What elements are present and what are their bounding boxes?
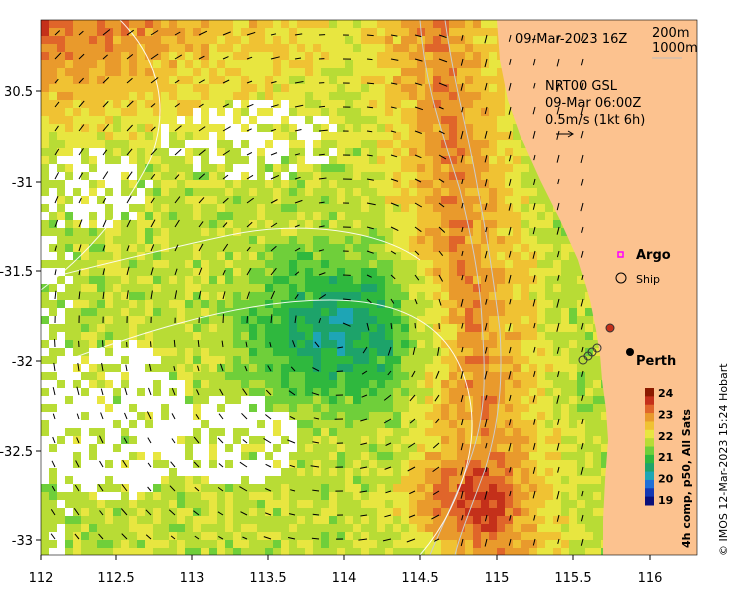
current-scale: 0.5m/s (1kt 6h) — [545, 113, 645, 128]
y-tick-label: -31 — [12, 176, 33, 191]
colorbar-swatch — [645, 463, 654, 473]
colorbar-swatch — [645, 496, 654, 506]
colorbar-swatch — [645, 404, 654, 414]
colorbar-swatch — [645, 421, 654, 431]
argo-marker-icon — [617, 251, 624, 258]
y-axis: 30.5 -31 -31.5 -32 -32.5 -33 — [0, 85, 41, 549]
sst-field — [41, 20, 617, 555]
colorbar: 24 23 22 21 20 19 — [645, 387, 674, 507]
isotherm-lines — [41, 20, 473, 555]
ship-marker-icon — [615, 272, 627, 284]
colorbar-swatch — [645, 471, 654, 481]
x-tick-label: 114.5 — [401, 571, 438, 586]
colorbar-swatch — [645, 454, 654, 464]
ship-track — [578, 323, 615, 365]
x-tick-label: 114 — [332, 571, 357, 586]
colorbar-swatch — [645, 438, 654, 447]
colorbar-tick-label: 24 — [658, 387, 674, 400]
colorbar-tick-label: 23 — [658, 408, 673, 421]
scale-arrow-head-icon — [567, 130, 574, 138]
date-stamp: 09-Mar-2023 16Z — [515, 32, 627, 47]
y-tick-label: 30.5 — [4, 85, 33, 100]
colorbar-swatch — [645, 479, 654, 489]
current-vectors — [50, 29, 584, 547]
y-tick-label: -33 — [12, 534, 33, 549]
plot-frame — [40, 19, 698, 556]
colorbar-swatch — [645, 446, 654, 456]
colorbar-title: 4h comp, p50, All Sats — [680, 409, 693, 548]
y-tick-label: -31.5 — [0, 265, 33, 280]
colorbar-tick-label: 19 — [658, 494, 673, 507]
perth-marker-icon — [626, 348, 634, 356]
contour-label-1000m: 1000m — [652, 41, 698, 56]
x-axis: 112 112.5 113 113.5 114 114.5 115 115.5 116 — [29, 555, 663, 586]
colorbar-tick-label: 21 — [658, 451, 673, 464]
x-tick-label: 116 — [638, 571, 663, 586]
x-tick-label: 115.5 — [554, 571, 591, 586]
depth-contours — [419, 20, 502, 555]
contour-label-200m: 200m — [652, 26, 689, 41]
ship-label: Ship — [636, 273, 660, 286]
current-time: 09-Mar 06:00Z — [545, 96, 641, 111]
colorbar-swatch — [645, 413, 654, 422]
colorbar-tick-label: 22 — [658, 430, 673, 443]
colorbar-swatch — [645, 429, 654, 439]
colorbar-swatch — [645, 396, 654, 406]
x-tick-label: 113.5 — [249, 571, 286, 586]
colorbar-tick-label: 20 — [658, 473, 674, 486]
x-tick-label: 112 — [29, 571, 54, 586]
city-label-perth: Perth — [636, 354, 676, 369]
x-tick-label: 112.5 — [97, 571, 134, 586]
current-product: NRT00 GSL — [545, 79, 618, 94]
credit-text: © IMOS 12-Mar-2023 15:24 Hobart — [717, 363, 730, 556]
y-tick-label: -32.5 — [0, 445, 33, 460]
argo-label: Argo — [636, 248, 671, 263]
colorbar-swatch — [645, 388, 654, 397]
x-tick-label: 115 — [485, 571, 510, 586]
colorbar-swatch — [645, 488, 654, 498]
y-tick-label: -32 — [12, 355, 33, 370]
x-tick-label: 113 — [180, 571, 205, 586]
